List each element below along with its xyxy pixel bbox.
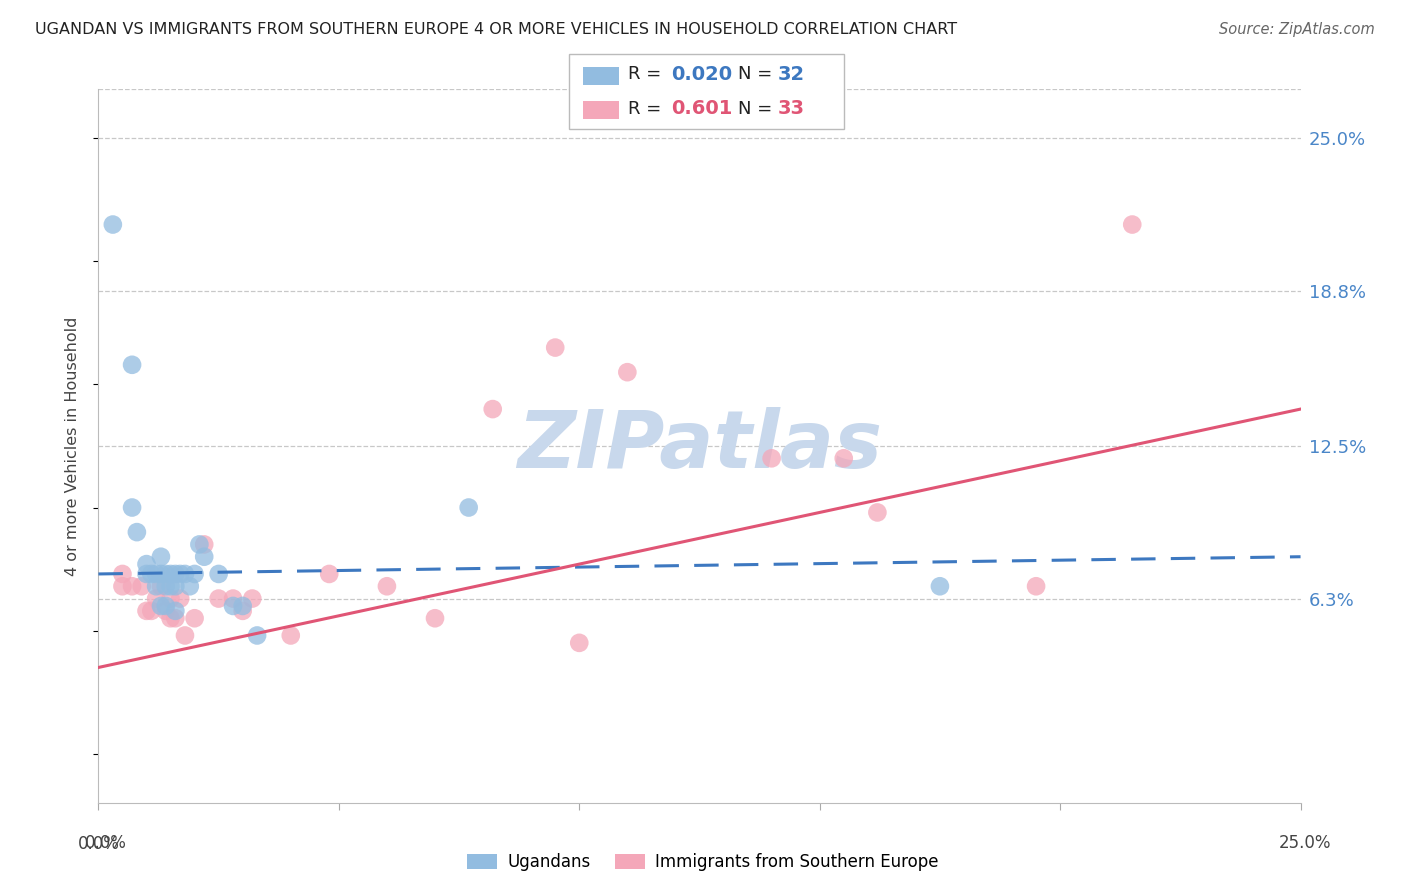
Point bbox=[423, 611, 446, 625]
Point bbox=[159, 591, 181, 606]
Point bbox=[188, 537, 211, 551]
Y-axis label: 4 or more Vehicles in Household: 4 or more Vehicles in Household bbox=[65, 317, 80, 575]
Point bbox=[155, 566, 177, 581]
Point bbox=[145, 566, 167, 581]
Point bbox=[165, 611, 187, 625]
Point bbox=[544, 341, 567, 355]
Point bbox=[121, 500, 143, 515]
Point bbox=[568, 636, 591, 650]
Text: ZIPatlas: ZIPatlas bbox=[517, 407, 882, 485]
Point bbox=[616, 365, 638, 379]
Point bbox=[193, 537, 215, 551]
Text: 0.601: 0.601 bbox=[671, 99, 733, 119]
Point bbox=[174, 566, 197, 581]
Text: 0.020: 0.020 bbox=[671, 64, 731, 84]
Text: 33: 33 bbox=[778, 99, 804, 119]
Point bbox=[145, 591, 167, 606]
Point bbox=[457, 500, 479, 515]
Text: 32: 32 bbox=[778, 64, 804, 84]
Point bbox=[149, 579, 172, 593]
Point bbox=[159, 611, 181, 625]
Point bbox=[155, 599, 177, 613]
Point bbox=[149, 566, 172, 581]
Point bbox=[165, 566, 187, 581]
Point bbox=[318, 566, 340, 581]
Text: 0.0%: 0.0% bbox=[77, 835, 120, 853]
Point bbox=[155, 579, 177, 593]
Point bbox=[165, 579, 187, 593]
Point bbox=[145, 579, 167, 593]
Point bbox=[135, 557, 157, 571]
Point bbox=[111, 566, 134, 581]
Point bbox=[208, 566, 231, 581]
Point bbox=[121, 358, 143, 372]
Text: UGANDAN VS IMMIGRANTS FROM SOUTHERN EUROPE 4 OR MORE VEHICLES IN HOUSEHOLD CORRE: UGANDAN VS IMMIGRANTS FROM SOUTHERN EURO… bbox=[35, 22, 957, 37]
Point bbox=[169, 591, 191, 606]
Text: R =: R = bbox=[628, 65, 668, 83]
Point bbox=[101, 218, 124, 232]
Point bbox=[481, 402, 503, 417]
Point bbox=[240, 591, 263, 606]
Point bbox=[141, 566, 163, 581]
Point bbox=[159, 566, 181, 581]
Point bbox=[125, 525, 148, 540]
Point bbox=[1025, 579, 1047, 593]
Point bbox=[121, 579, 143, 593]
Point bbox=[866, 505, 889, 519]
Text: 25.0%: 25.0% bbox=[1278, 834, 1331, 852]
Point bbox=[832, 451, 855, 466]
Text: R =: R = bbox=[628, 100, 668, 118]
Point bbox=[159, 579, 181, 593]
Point bbox=[135, 566, 157, 581]
Point bbox=[222, 591, 245, 606]
Point bbox=[149, 549, 172, 564]
Point bbox=[174, 628, 197, 642]
Text: 0.0%: 0.0% bbox=[84, 834, 127, 852]
Point bbox=[375, 579, 398, 593]
Point bbox=[1121, 218, 1143, 232]
Point bbox=[193, 549, 215, 564]
Point bbox=[280, 628, 302, 642]
Point bbox=[208, 591, 231, 606]
Text: Source: ZipAtlas.com: Source: ZipAtlas.com bbox=[1219, 22, 1375, 37]
Point bbox=[222, 599, 245, 613]
Point bbox=[232, 599, 254, 613]
Point bbox=[179, 579, 201, 593]
Point bbox=[183, 611, 205, 625]
Text: N =: N = bbox=[738, 100, 778, 118]
Point bbox=[246, 628, 269, 642]
Point bbox=[149, 599, 172, 613]
Point bbox=[761, 451, 783, 466]
Point bbox=[169, 566, 191, 581]
Point bbox=[135, 604, 157, 618]
Point bbox=[141, 604, 163, 618]
Point bbox=[928, 579, 950, 593]
Point bbox=[111, 579, 134, 593]
Text: N =: N = bbox=[738, 65, 778, 83]
Point bbox=[131, 579, 153, 593]
Point bbox=[155, 604, 177, 618]
Point bbox=[165, 604, 187, 618]
Point bbox=[183, 566, 205, 581]
Legend: Ugandans, Immigrants from Southern Europe: Ugandans, Immigrants from Southern Europ… bbox=[458, 845, 948, 880]
Point bbox=[232, 604, 254, 618]
